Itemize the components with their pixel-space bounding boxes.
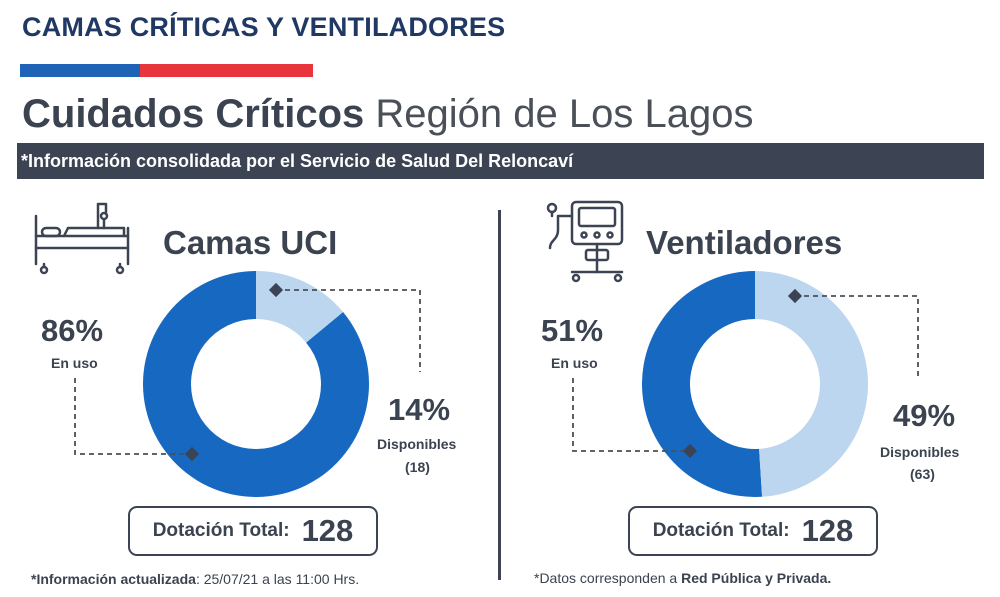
slice-in-use bbox=[143, 271, 369, 497]
slice-in-use bbox=[641, 271, 763, 497]
footnote-source-start: *Datos corresponden a bbox=[534, 570, 682, 586]
count-available-ventiladores: (63) bbox=[910, 466, 935, 482]
total-label-ventiladores: Dotación Total: bbox=[652, 520, 790, 541]
section-divider bbox=[498, 210, 501, 580]
total-label-camas: Dotación Total: bbox=[152, 520, 290, 541]
page-title: CAMAS CRÍTICAS Y VENTILADORES bbox=[22, 12, 506, 42]
pct-available-ventiladores: 49% bbox=[893, 398, 956, 433]
footnote-updated-bold: *Información actualizada bbox=[31, 571, 196, 587]
footnote-source: *Datos corresponden a Red Pública y Priv… bbox=[534, 570, 831, 586]
label-available-ventiladores: Disponibles bbox=[880, 444, 960, 460]
flag-stripe-blue bbox=[20, 64, 140, 77]
flag-stripe-red bbox=[140, 64, 313, 77]
total-box-camas: Dotación Total: 128 bbox=[128, 506, 378, 556]
footnote-updated: *Información actualizada: 25/07/21 a las… bbox=[31, 571, 359, 587]
pct-available-camas: 14% bbox=[388, 392, 451, 427]
pct-in-use-ventiladores: 51% bbox=[541, 313, 604, 348]
total-value-ventiladores: 128 bbox=[801, 513, 854, 548]
label-in-use-camas: En uso bbox=[51, 355, 98, 371]
total-value-camas: 128 bbox=[301, 513, 354, 548]
footnote-updated-rest: : 25/07/21 a las 11:00 Hrs. bbox=[195, 571, 360, 587]
total-box-ventiladores: Dotación Total: 128 bbox=[628, 506, 878, 556]
footnote-source-bold: Red Pública y Privada. bbox=[681, 570, 832, 586]
ventilator-icon bbox=[546, 200, 624, 283]
label-in-use-ventiladores: En uso bbox=[551, 355, 598, 371]
donut-chart-ventiladores bbox=[641, 271, 868, 497]
heading-light: Región de Los Lagos bbox=[375, 92, 754, 136]
count-available-camas: (18) bbox=[405, 459, 430, 475]
main-heading: Cuidados Críticos Región de Los Lagos bbox=[22, 92, 753, 137]
info-banner: *Información consolidada por el Servicio… bbox=[17, 143, 984, 179]
heading-bold: Cuidados Críticos bbox=[22, 92, 365, 136]
label-available-camas: Disponibles bbox=[377, 436, 457, 452]
slice-available bbox=[755, 271, 868, 497]
pct-in-use-camas: 86% bbox=[41, 313, 104, 348]
hospital-bed-icon bbox=[34, 202, 130, 275]
section-title-camas: Camas UCI bbox=[163, 224, 338, 261]
section-title-ventiladores: Ventiladores bbox=[646, 224, 843, 261]
